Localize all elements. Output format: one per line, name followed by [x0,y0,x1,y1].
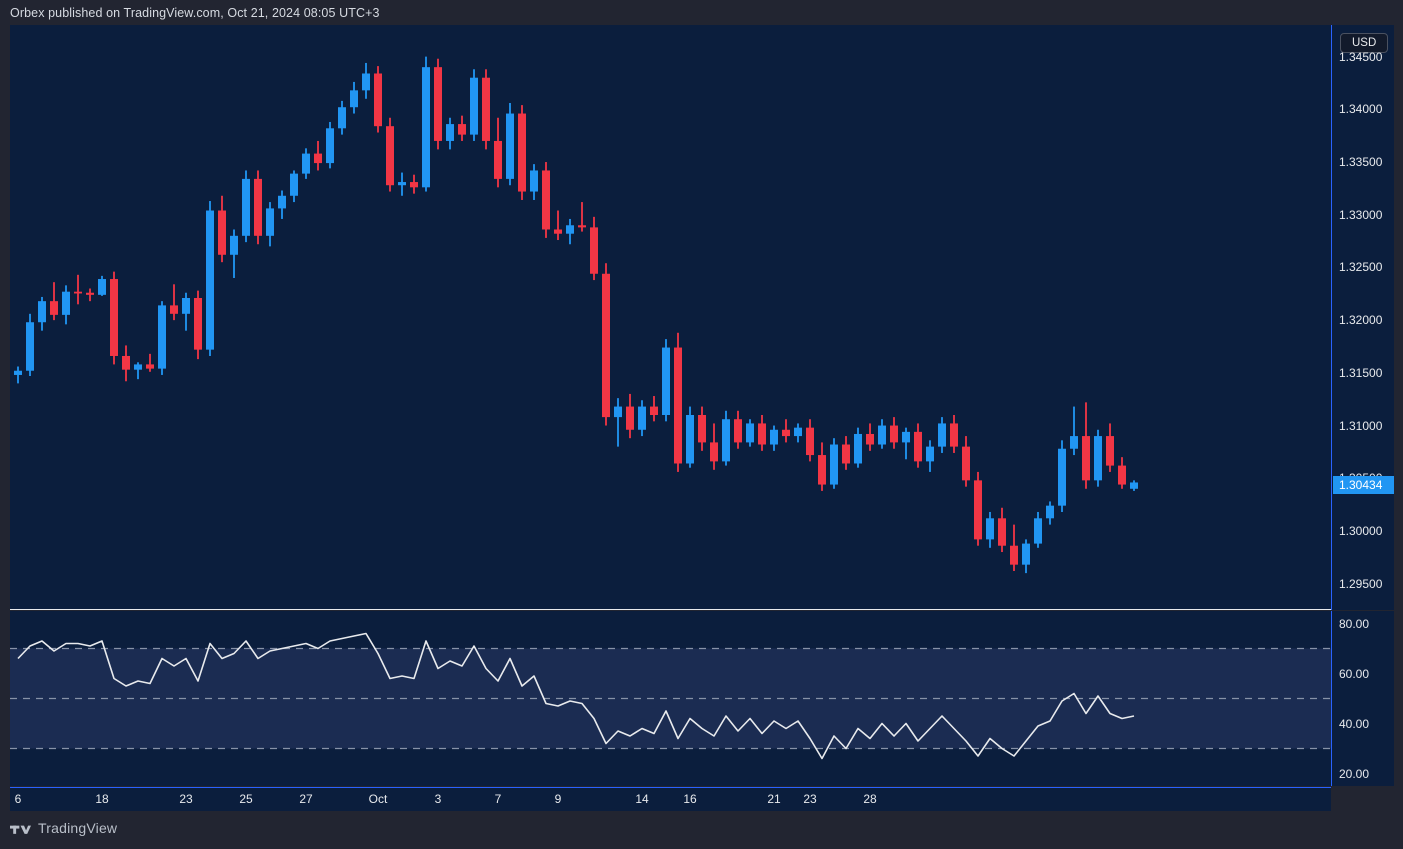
price-axis-tick: 1.31500 [1339,365,1383,380]
time-axis-tick: 7 [494,792,502,806]
candlestick-series [14,56,1138,574]
time-axis-tick: 25 [239,792,253,806]
time-axis-tick: 3 [434,792,442,806]
time-axis-tick: 16 [683,792,697,806]
pane-separator [10,609,1331,611]
current-price-badge: 1.30434 [1333,476,1394,495]
price-axis-tick: 1.29500 [1339,576,1383,591]
rsi-axis[interactable]: 80.00 60.00 40.00 20.00 [1331,611,1394,786]
time-axis-tick: 21 [767,792,781,806]
tradingview-logo-icon [10,821,31,835]
time-axis-tick: 28 [863,792,877,806]
tradingview-brand-label: TradingView [38,820,118,836]
time-axis-tick: 18 [95,792,109,806]
price-chart-pane[interactable] [10,25,1331,610]
time-axis-tick: 23 [803,792,817,806]
tradingview-footer: TradingView [10,820,117,836]
price-axis-tick: 1.30000 [1339,523,1383,538]
price-axis-tick: 1.31000 [1339,418,1383,433]
time-axis-tick: Oct [368,792,388,806]
rsi-line-series [10,632,1331,760]
rsi-axis-tick: 40.00 [1339,716,1370,731]
time-axis-tick: 14 [635,792,649,806]
price-axis-tick: 1.33500 [1339,155,1383,169]
price-axis-tick: 1.33000 [1339,207,1383,222]
rsi-axis-tick: 20.00 [1339,766,1370,781]
time-axis-tick: 9 [554,792,562,806]
price-axis-tick: 1.32000 [1339,313,1383,328]
price-axis-tick: 1.32500 [1339,260,1383,275]
time-axis-tick: 27 [299,792,313,806]
attribution-text: Orbex published on TradingView.com, Oct … [10,6,380,20]
time-axis[interactable]: 6 18 23 25 27 Oct 3 7 9 14 16 21 23 28 [10,787,1331,811]
currency-badge[interactable]: USD [1340,33,1389,53]
time-axis-tick: 23 [179,792,193,806]
price-axis[interactable]: USD 1.34500 1.34000 1.33500 1.33000 1.32500 1… [1331,25,1394,610]
rsi-indicator-pane[interactable] [10,611,1331,786]
chart-frame: USD 1.34500 1.34000 1.33500 1.33000 1.32500 1… [10,25,1394,811]
rsi-axis-tick: 60.00 [1339,666,1370,681]
price-axis-tick: 1.34000 [1339,102,1383,117]
price-axis-tick: 1.34500 [1339,49,1383,64]
rsi-axis-tick: 80.00 [1339,616,1370,631]
time-axis-tick: 6 [14,792,22,806]
time-axis-corner [1331,787,1393,810]
